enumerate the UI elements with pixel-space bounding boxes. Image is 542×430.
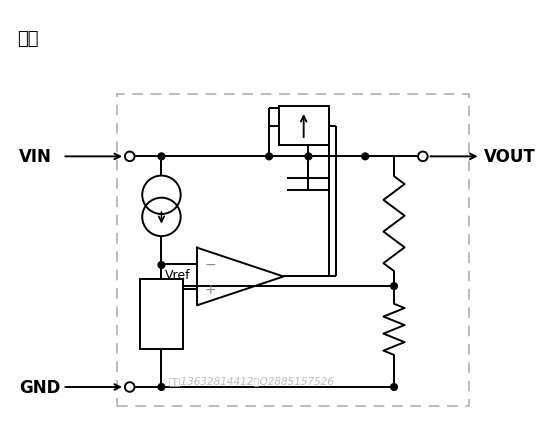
Circle shape (305, 154, 312, 160)
Bar (117, 95, 469, 406)
Circle shape (266, 154, 273, 160)
Circle shape (125, 382, 134, 392)
Circle shape (418, 152, 428, 162)
Circle shape (391, 283, 397, 290)
Circle shape (391, 384, 397, 390)
Text: GND: GND (19, 378, 61, 396)
Circle shape (158, 154, 165, 160)
Circle shape (142, 198, 180, 237)
Text: 框图: 框图 (17, 30, 39, 47)
Text: −: − (205, 258, 216, 271)
Text: VOUT: VOUT (485, 148, 536, 166)
Circle shape (142, 176, 180, 215)
Circle shape (158, 262, 165, 269)
Circle shape (362, 154, 369, 160)
Circle shape (125, 152, 134, 162)
Text: 许鑫13632814412，Q2885157526: 许鑫13632814412，Q2885157526 (168, 375, 334, 385)
Bar (140, 280, 183, 349)
Circle shape (158, 384, 165, 390)
Bar (279, 107, 328, 145)
Text: Vref: Vref (165, 268, 191, 281)
Text: +: + (205, 283, 216, 296)
Text: VIN: VIN (19, 148, 52, 166)
